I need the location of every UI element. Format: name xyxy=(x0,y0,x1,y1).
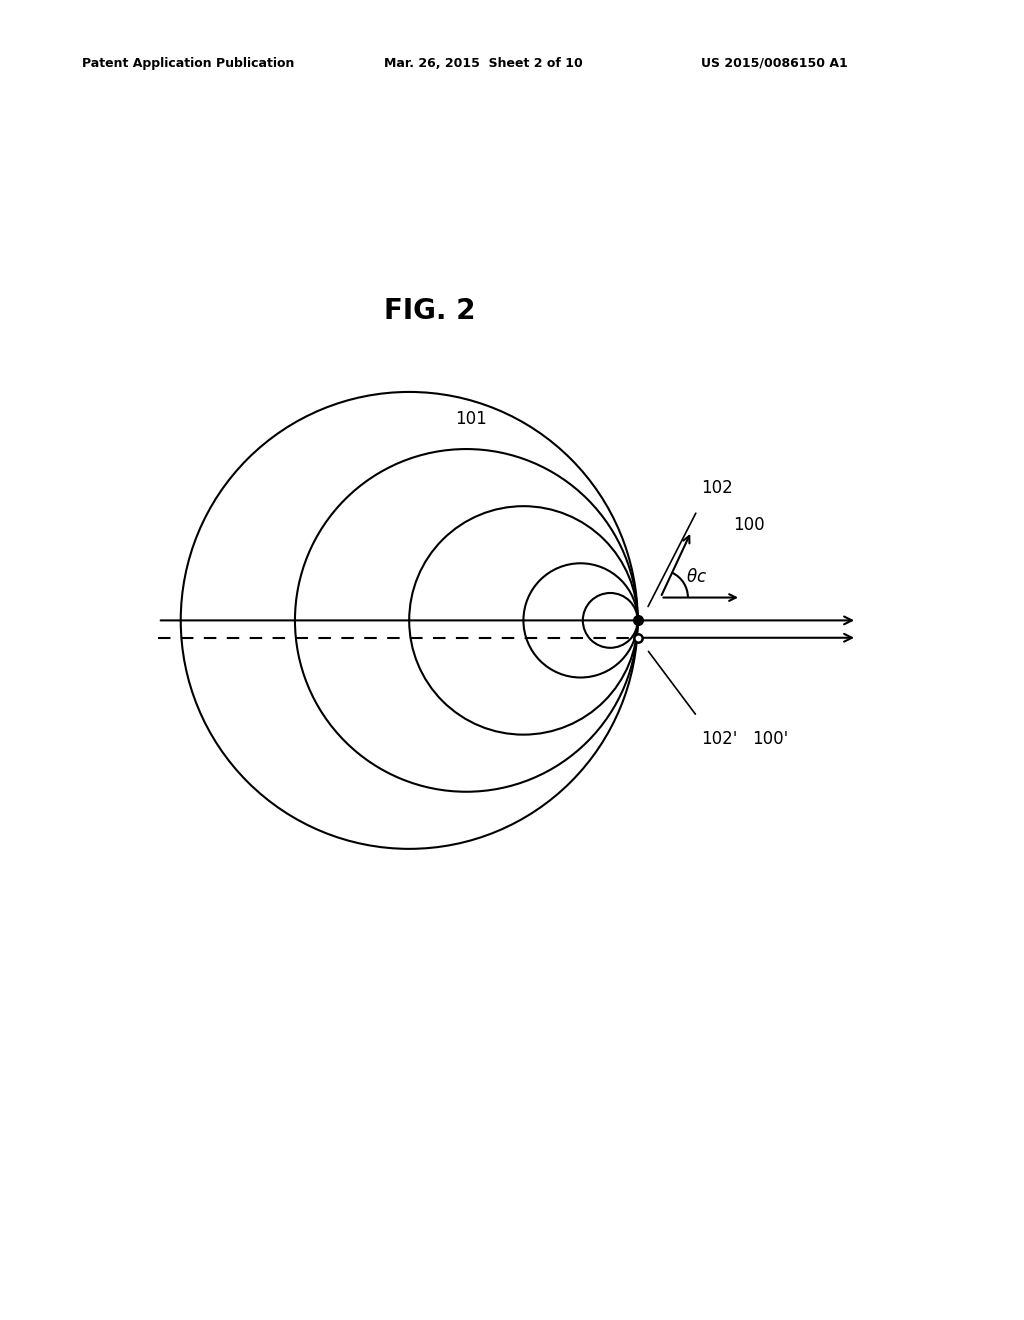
Text: 102': 102' xyxy=(701,730,738,748)
Text: 102: 102 xyxy=(701,479,733,498)
Text: Patent Application Publication: Patent Application Publication xyxy=(82,57,294,70)
Text: 100': 100' xyxy=(752,730,788,748)
Text: 101: 101 xyxy=(455,411,486,429)
Text: FIG. 2: FIG. 2 xyxy=(384,297,475,325)
Text: 100: 100 xyxy=(733,516,765,533)
Text: US 2015/0086150 A1: US 2015/0086150 A1 xyxy=(701,57,848,70)
Text: $\theta$c: $\theta$c xyxy=(686,568,707,586)
Text: Mar. 26, 2015  Sheet 2 of 10: Mar. 26, 2015 Sheet 2 of 10 xyxy=(384,57,583,70)
